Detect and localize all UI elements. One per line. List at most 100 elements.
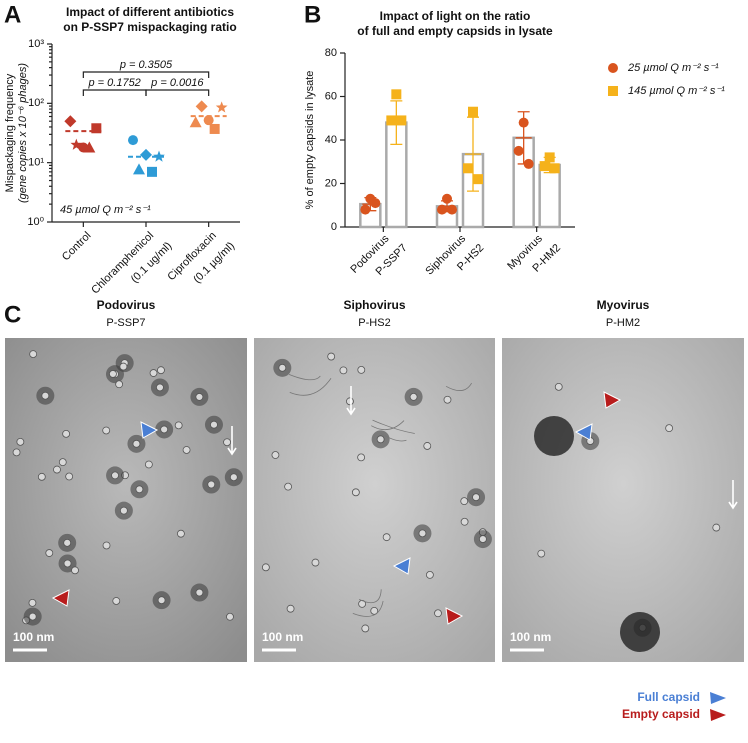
error-bar	[515, 111, 532, 165]
particle	[102, 541, 111, 550]
marker	[396, 115, 407, 126]
particle	[665, 424, 674, 433]
particle	[284, 482, 292, 491]
marker	[386, 115, 397, 126]
panel-letter: A	[4, 1, 21, 28]
particle	[207, 480, 216, 489]
marker	[83, 141, 96, 153]
white-arrow	[728, 480, 738, 510]
particle	[132, 439, 141, 448]
particle	[226, 612, 234, 621]
micrograph-title: Siphovirus	[343, 298, 405, 312]
marker	[391, 89, 402, 100]
particle	[71, 566, 79, 575]
tail	[445, 382, 472, 391]
tail	[371, 420, 405, 431]
particle	[460, 517, 469, 526]
panel-letter: B	[304, 1, 321, 28]
tail	[380, 432, 407, 442]
y-tick-label: 80	[325, 47, 337, 59]
particle	[53, 465, 61, 474]
particle	[418, 529, 427, 538]
marker	[437, 204, 447, 215]
particle	[223, 438, 231, 447]
legend-label: 25 µmol Q m⁻² s⁻¹	[627, 62, 719, 74]
particle	[286, 604, 295, 613]
x-tick-label: Control	[60, 230, 94, 264]
marker	[549, 163, 560, 174]
particle	[160, 425, 169, 434]
legend-label: 145 µmol Q m⁻² s⁻¹	[628, 85, 725, 97]
y-tick-label: 10¹	[28, 157, 44, 169]
particle	[537, 549, 546, 558]
marker	[468, 106, 478, 117]
marker	[128, 135, 138, 146]
capsid-arrowhead	[445, 607, 464, 625]
particle	[361, 624, 370, 633]
marker	[195, 100, 208, 113]
marker	[91, 123, 102, 134]
particle	[409, 392, 418, 401]
capsid-arrowhead	[392, 557, 411, 575]
particle	[261, 563, 270, 572]
y-tick-label: 10⁰	[27, 216, 44, 228]
particle	[135, 485, 144, 494]
particle	[29, 350, 38, 358]
particle	[174, 421, 183, 430]
particle	[434, 609, 442, 618]
particle	[327, 352, 336, 361]
particle	[357, 365, 366, 374]
marker	[518, 117, 529, 128]
marker	[513, 145, 524, 156]
particle	[472, 493, 480, 502]
micrograph	[5, 338, 247, 662]
marker	[209, 123, 220, 134]
particle	[554, 382, 563, 391]
legend-label: Empty capsid	[622, 707, 700, 721]
particle	[443, 395, 452, 404]
y-tick-label: 0	[331, 221, 337, 233]
particle	[65, 472, 74, 481]
particle	[63, 538, 72, 547]
particle-halo	[534, 416, 574, 456]
marker	[70, 138, 83, 150]
particle	[157, 596, 166, 605]
tail	[372, 419, 415, 434]
tail	[288, 373, 321, 381]
particle	[311, 558, 320, 567]
chart-title: on P-SSP7 mispackaging ratio	[63, 20, 236, 34]
marker	[370, 198, 381, 209]
scale-label: 100 nm	[262, 630, 303, 644]
particle	[370, 606, 379, 615]
particle	[112, 597, 121, 605]
particle	[41, 391, 50, 400]
particle	[37, 472, 46, 481]
particle	[423, 442, 432, 450]
particle	[28, 612, 37, 621]
bar	[538, 163, 561, 229]
particle	[357, 453, 366, 462]
chart-title: of full and empty capsids in lysate	[357, 24, 553, 38]
p-value: p = 0.1752	[88, 77, 141, 89]
particle	[182, 446, 191, 454]
legend-arrowhead	[710, 692, 726, 704]
micrograph-title: Myovirus	[597, 298, 650, 312]
micrograph-subtitle: P-HS2	[358, 317, 390, 329]
particle	[111, 471, 119, 480]
particle	[346, 397, 354, 406]
y-tick-label: 20	[325, 177, 337, 189]
particle-halo	[620, 612, 660, 652]
particle	[351, 488, 360, 497]
bracket	[82, 89, 147, 96]
tail	[358, 589, 382, 604]
particle	[16, 437, 25, 446]
annotation: 45 µmol Q m⁻² s⁻¹	[60, 204, 151, 216]
particle	[271, 451, 280, 459]
particle	[62, 429, 71, 438]
marker	[608, 86, 618, 96]
marker	[360, 204, 371, 215]
particle	[478, 535, 487, 543]
particle	[157, 366, 165, 375]
particle	[28, 598, 37, 607]
marker	[189, 116, 202, 128]
